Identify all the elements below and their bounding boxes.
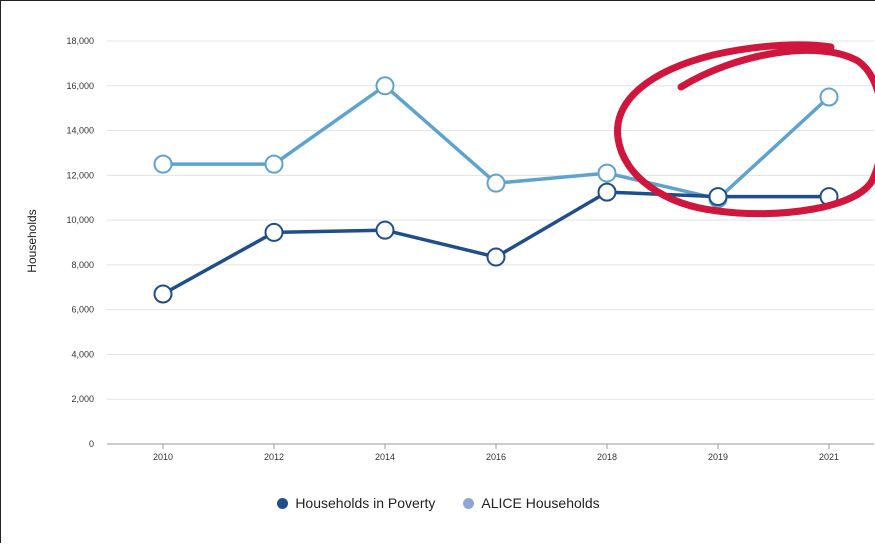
annotation-circle <box>614 41 875 218</box>
y-tick-label: 16,000 <box>66 81 94 91</box>
legend: Households in Poverty ALICE Households <box>1 495 875 511</box>
x-tick-label: 2012 <box>264 452 284 462</box>
y-tick-label: 10,000 <box>66 215 94 225</box>
legend-item-poverty: Households in Poverty <box>277 495 435 511</box>
data-point-poverty <box>264 222 284 242</box>
y-tick-label: 4,000 <box>71 349 94 359</box>
x-tick-label: 2019 <box>708 452 728 462</box>
gridlines <box>107 40 874 400</box>
data-point-alice <box>486 173 506 193</box>
data-point-poverty <box>153 284 173 304</box>
y-tick-label: 14,000 <box>66 126 94 136</box>
y-tick-label: 2,000 <box>71 394 94 404</box>
y-tick-label: 8,000 <box>71 260 94 270</box>
x-tick-label: 2021 <box>819 452 839 462</box>
data-point-poverty <box>486 247 506 267</box>
y-axis-label: Households <box>25 209 39 272</box>
y-tick-label: 6,000 <box>71 305 94 315</box>
legend-marker-alice <box>463 497 475 509</box>
data-point-alice <box>819 87 839 107</box>
legend-label-alice: ALICE Households <box>481 495 600 511</box>
data-point-alice <box>153 154 173 174</box>
y-tick-label: 12,000 <box>66 170 94 180</box>
legend-marker-poverty <box>277 497 289 509</box>
data-point-alice <box>597 163 617 183</box>
x-tick-label: 2016 <box>486 452 506 462</box>
y-tick-label: 0 <box>89 439 94 449</box>
y-tick-label: 18,000 <box>66 36 94 46</box>
x-tick-label: 2014 <box>375 452 395 462</box>
series-markers <box>153 76 839 304</box>
x-tick-label: 2010 <box>153 452 173 462</box>
data-point-alice <box>375 76 395 96</box>
legend-item-alice: ALICE Households <box>463 495 600 511</box>
axes: 0 2,000 4,000 6,000 8,000 10,000 12,000 14,000 1… <box>66 36 874 462</box>
data-point-poverty <box>597 182 617 202</box>
series-line-poverty <box>161 190 831 296</box>
data-point-poverty <box>375 220 395 240</box>
data-point-alice <box>264 154 284 174</box>
x-tick-label: 2018 <box>597 452 617 462</box>
annotation <box>614 41 875 218</box>
data-point-poverty <box>708 187 728 207</box>
legend-label-poverty: Households in Poverty <box>295 495 436 511</box>
